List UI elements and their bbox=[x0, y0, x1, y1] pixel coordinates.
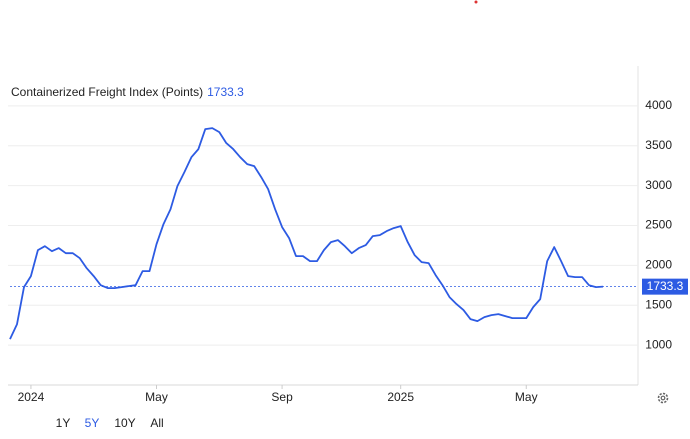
y-tick-label: 1500 bbox=[645, 297, 672, 311]
y-tick-label: 2000 bbox=[645, 258, 672, 272]
x-tick-label: 2024 bbox=[18, 390, 45, 404]
x-tick-label: 2025 bbox=[387, 390, 414, 404]
y-tick-label: 1000 bbox=[645, 337, 672, 351]
y-tick-label: 2500 bbox=[645, 218, 672, 232]
range-button[interactable]: All bbox=[150, 416, 163, 430]
range-button[interactable]: 1Y bbox=[56, 416, 71, 430]
range-button[interactable]: 5Y bbox=[85, 416, 100, 430]
x-tick-label: May bbox=[145, 390, 168, 404]
title-last-value: 1733.3 bbox=[207, 85, 244, 99]
x-tick-label: Sep bbox=[271, 390, 293, 404]
y-tick-label: 3000 bbox=[645, 178, 672, 192]
last-value-box bbox=[642, 278, 688, 295]
indicator-dot bbox=[474, 0, 478, 4]
last-value-label: 1733.3 bbox=[647, 279, 684, 293]
settings-icon[interactable] bbox=[657, 392, 669, 404]
title-text: Containerized Freight Index (Points) bbox=[11, 85, 203, 99]
chart-title: Containerized Freight Index (Points) 1733… bbox=[11, 85, 244, 99]
x-tick-label: May bbox=[515, 390, 538, 404]
y-tick-label: 3500 bbox=[645, 138, 672, 152]
range-button[interactable]: 10Y bbox=[114, 416, 135, 430]
series-line bbox=[9, 127, 604, 340]
y-tick-label: 4000 bbox=[645, 98, 672, 112]
